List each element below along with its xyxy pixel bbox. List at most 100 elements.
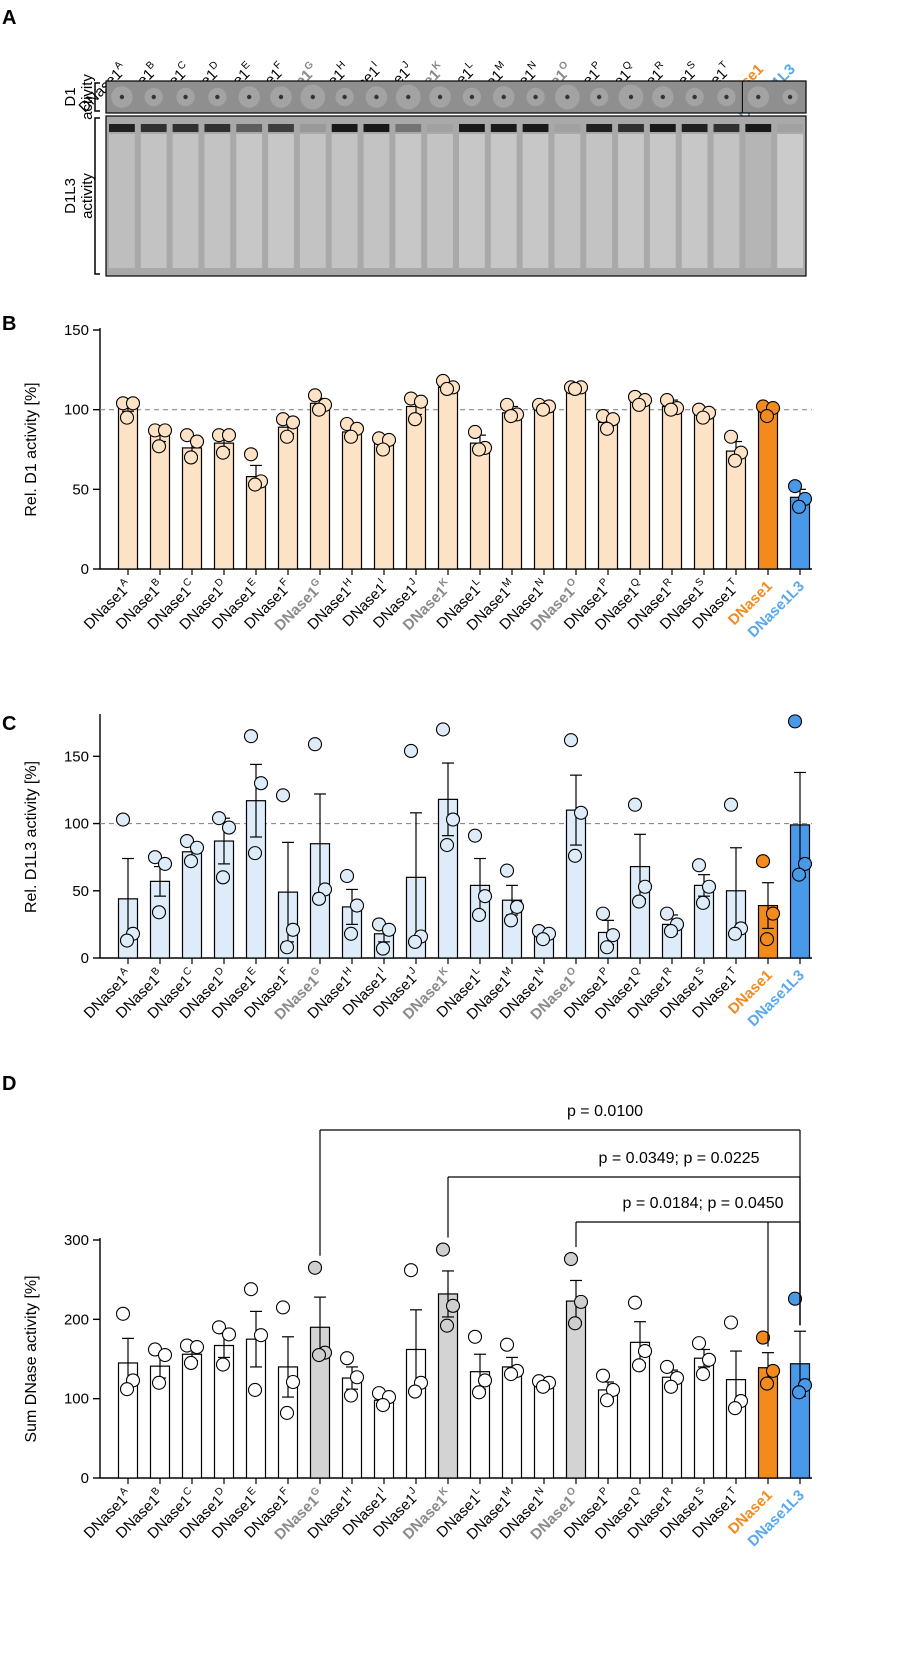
- d1l3-activity-label-bracket: [94, 117, 100, 275]
- data-point: [247, 846, 263, 861]
- data-point: [727, 1401, 743, 1416]
- data-point: [115, 812, 131, 827]
- data-point: [119, 1382, 135, 1397]
- data-point: [221, 1327, 237, 1342]
- data-point: [637, 879, 653, 894]
- data-point: [311, 1347, 327, 1363]
- y-tick-label: 0: [81, 950, 89, 967]
- y-tick-label: 200: [64, 1311, 89, 1328]
- data-point: [215, 445, 231, 460]
- data-point: [375, 442, 391, 457]
- data-point: [157, 423, 173, 438]
- data-point: [471, 442, 487, 457]
- data-point: [797, 856, 813, 871]
- y-tick-label: 300: [64, 1232, 89, 1249]
- bar: [725, 450, 747, 570]
- data-point: [599, 421, 615, 436]
- data-point: [307, 388, 323, 403]
- y-axis-label: Rel. D1L3 activity [%]: [23, 761, 40, 913]
- data-point: [787, 714, 803, 729]
- data-point: [407, 934, 423, 949]
- smear: [109, 134, 135, 268]
- label-superscript: J: [407, 1485, 418, 1496]
- smear: [490, 134, 517, 268]
- data-point: [563, 733, 579, 748]
- smear: [172, 134, 199, 268]
- d1-activity-label-bracket: [94, 82, 100, 112]
- data-point: [189, 1340, 205, 1355]
- panel-letter-b: B: [2, 313, 16, 335]
- well: [787, 94, 793, 100]
- data-point: [695, 1367, 711, 1382]
- panel-letter-c: C: [2, 713, 16, 735]
- bar: [565, 388, 587, 570]
- band: [745, 124, 772, 132]
- well: [183, 94, 188, 100]
- y-tick-label: 0: [81, 561, 89, 578]
- data-point: [403, 743, 419, 759]
- data-point: [215, 1357, 231, 1372]
- panel-letter-d: D: [2, 1073, 16, 1095]
- label-superscript: J: [407, 965, 418, 976]
- data-point: [157, 856, 173, 871]
- data-point: [247, 1382, 263, 1397]
- data-point: [343, 1388, 359, 1403]
- data-point: [179, 833, 195, 849]
- smear: [522, 134, 549, 268]
- band: [681, 124, 708, 132]
- data-point: [605, 928, 621, 943]
- well: [565, 94, 570, 100]
- data-point: [727, 453, 743, 468]
- data-point: [659, 1359, 675, 1374]
- data-point: [285, 415, 301, 430]
- data-point: [445, 1298, 461, 1313]
- data-point: [627, 1295, 643, 1310]
- data-point: [567, 1316, 583, 1331]
- data-point: [119, 933, 135, 948]
- band: [586, 124, 613, 132]
- bar: [757, 410, 779, 570]
- bar: [405, 405, 427, 570]
- label-superscript: I: [376, 576, 386, 586]
- data-point: [723, 1315, 739, 1330]
- data-point: [275, 1300, 291, 1315]
- data-point: [403, 1263, 419, 1278]
- y-tick-label: 100: [64, 402, 89, 419]
- band: [777, 124, 803, 132]
- band: [236, 124, 263, 132]
- band: [522, 124, 549, 132]
- data-point: [503, 1367, 519, 1382]
- data-point: [595, 1368, 611, 1383]
- data-point: [791, 867, 807, 882]
- smear: [681, 134, 708, 268]
- label-superscript: I: [376, 965, 386, 975]
- band: [268, 124, 294, 132]
- data-point: [627, 797, 643, 812]
- data-point: [349, 898, 365, 913]
- smear: [713, 134, 740, 268]
- band: [490, 124, 517, 132]
- y-tick-label: 50: [72, 883, 89, 900]
- bar: [373, 442, 395, 570]
- data-point: [691, 858, 707, 873]
- data-point: [567, 381, 583, 397]
- bar: [437, 386, 459, 570]
- data-point: [183, 450, 199, 465]
- smear: [649, 134, 676, 268]
- data-point: [573, 805, 589, 820]
- data-point: [787, 1291, 803, 1306]
- band: [395, 124, 422, 132]
- data-point: [499, 1337, 515, 1352]
- data-point: [445, 812, 461, 827]
- y-tick-label: 100: [64, 816, 89, 833]
- data-point: [115, 1306, 131, 1321]
- label-superscript: I: [376, 1485, 386, 1495]
- data-point: [183, 1355, 199, 1371]
- well: [437, 94, 443, 100]
- data-point: [503, 913, 519, 928]
- well: [533, 94, 538, 100]
- data-point: [759, 932, 775, 947]
- data-point: [307, 737, 323, 752]
- data-point: [343, 429, 359, 444]
- band: [459, 124, 485, 132]
